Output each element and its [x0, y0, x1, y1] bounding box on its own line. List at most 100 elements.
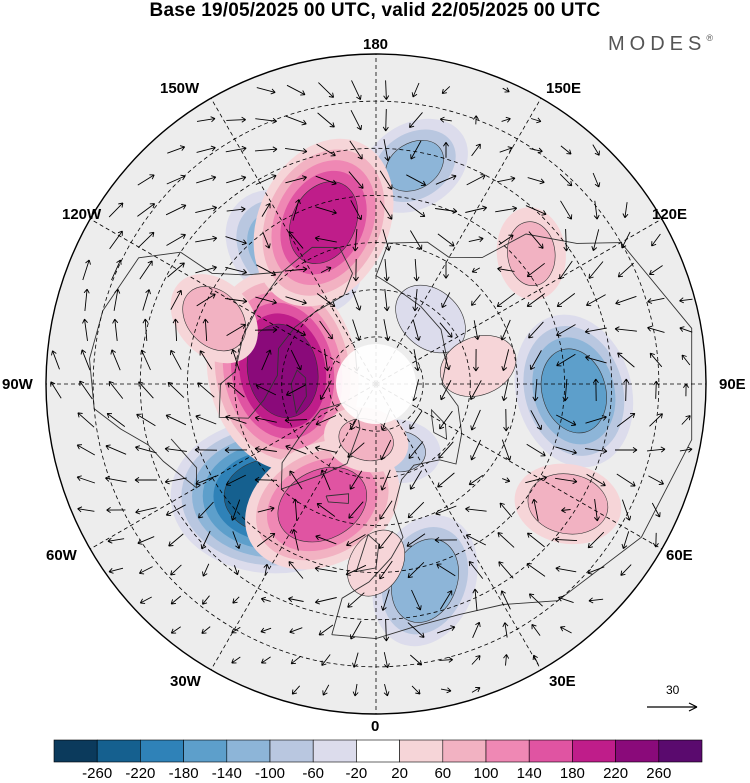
colorbar-tick-label: 220 [603, 765, 629, 782]
wind-arrow [226, 116, 246, 123]
wind-arrow [501, 349, 510, 372]
wind-arrow [651, 502, 661, 518]
label-180: 180 [363, 36, 389, 53]
wind-arrow [439, 116, 452, 123]
wind-arrow [528, 231, 544, 249]
colorbar-swatch [53, 739, 98, 763]
wind-arrow [438, 441, 454, 459]
wind-arrow [348, 501, 364, 519]
wind-arrow [592, 144, 600, 156]
wind-arrow [380, 469, 391, 491]
wind-arrow [555, 477, 578, 485]
wind-arrow [196, 116, 216, 123]
latitude-circle [187, 195, 565, 573]
wind-arrow [352, 319, 362, 341]
wind-arrow [528, 593, 543, 607]
wind-arrow [318, 624, 334, 636]
wind-arrow [139, 260, 153, 280]
meridian-line [375, 383, 542, 670]
wind-arrow [383, 319, 391, 342]
wind-arrow [649, 352, 663, 368]
wind-arrow [255, 296, 277, 305]
wind-arrow [495, 205, 518, 213]
wind-arrow [471, 267, 481, 273]
wind-arrow [314, 597, 337, 605]
wind-arrow [560, 626, 572, 634]
wind-arrow [531, 498, 539, 521]
wind-arrow [164, 446, 187, 453]
wind-arrow [528, 321, 544, 339]
wind-arrow [560, 200, 573, 220]
wind-arrow [530, 117, 542, 124]
wind-arrow [648, 265, 663, 275]
wind-arrow [614, 326, 637, 333]
meridian-line [210, 98, 377, 385]
wind-arrow [352, 228, 359, 252]
wind-arrow [472, 588, 479, 612]
wind-arrow [195, 235, 218, 243]
wind-arrow [316, 143, 336, 157]
wind-arrow [555, 446, 577, 455]
wind-arrow [349, 140, 363, 160]
wind-arrow [530, 410, 543, 431]
wind-arrow [112, 318, 119, 341]
wind-arrow [383, 618, 390, 642]
wind-arrow [350, 109, 362, 131]
wind-arrow [407, 561, 425, 579]
wind-arrow [255, 384, 277, 396]
wind-arrow [165, 204, 187, 216]
modes-logo: MODES® [608, 33, 713, 56]
wind-arrow [561, 507, 571, 514]
wind-arrow [681, 354, 691, 366]
label-150w: 150W [160, 80, 200, 97]
wind-arrow [256, 264, 277, 277]
wind-arrow [352, 652, 359, 668]
wind-arrow [285, 115, 307, 126]
wind-arrow [230, 499, 241, 521]
vector-reference [647, 702, 698, 712]
wind-arrow [443, 261, 449, 279]
wind-arrow [289, 627, 303, 634]
latitude-circle [328, 336, 424, 432]
wind-arrow [321, 654, 331, 666]
wind-arrow [382, 229, 391, 251]
wind-arrow [350, 200, 363, 221]
wind-arrow [501, 116, 511, 123]
wind-arrow [617, 262, 635, 278]
wind-arrow [77, 412, 95, 428]
wind-arrow [285, 296, 307, 306]
wind-arrow [379, 500, 393, 520]
wind-arrow [383, 289, 390, 312]
wind-arrow [198, 501, 214, 519]
wind-arrow [322, 684, 330, 696]
wind-arrow [225, 414, 247, 424]
wind-arrow [441, 292, 451, 308]
wind-arrow [378, 531, 394, 550]
wind-arrow [226, 206, 246, 213]
wind-arrow [588, 261, 604, 279]
wind-arrow [472, 621, 481, 638]
wind-arrow [379, 560, 393, 580]
wind-arrow [496, 293, 516, 308]
wind-arrow [526, 532, 545, 548]
coastline [325, 493, 350, 504]
wind-arrow [437, 472, 455, 488]
wind-arrow [254, 446, 277, 452]
wind-arrow [109, 230, 123, 250]
wind-arrow [224, 447, 248, 454]
wind-arrow [137, 174, 155, 186]
wind-arrow [317, 112, 335, 128]
wind-arrow [620, 231, 631, 249]
wind-arrow [315, 534, 337, 545]
meridian-line [375, 98, 542, 385]
wind-arrow [502, 477, 511, 483]
wind-arrow [167, 145, 186, 154]
latitude-circle [92, 100, 660, 668]
wind-arrow [621, 499, 632, 521]
wind-arrow [349, 470, 363, 490]
wind-arrow [351, 80, 362, 100]
anomaly-contour-band [440, 335, 517, 397]
wind-arrow [261, 349, 272, 371]
wind-arrow [679, 446, 693, 453]
anomaly-center [514, 314, 634, 468]
